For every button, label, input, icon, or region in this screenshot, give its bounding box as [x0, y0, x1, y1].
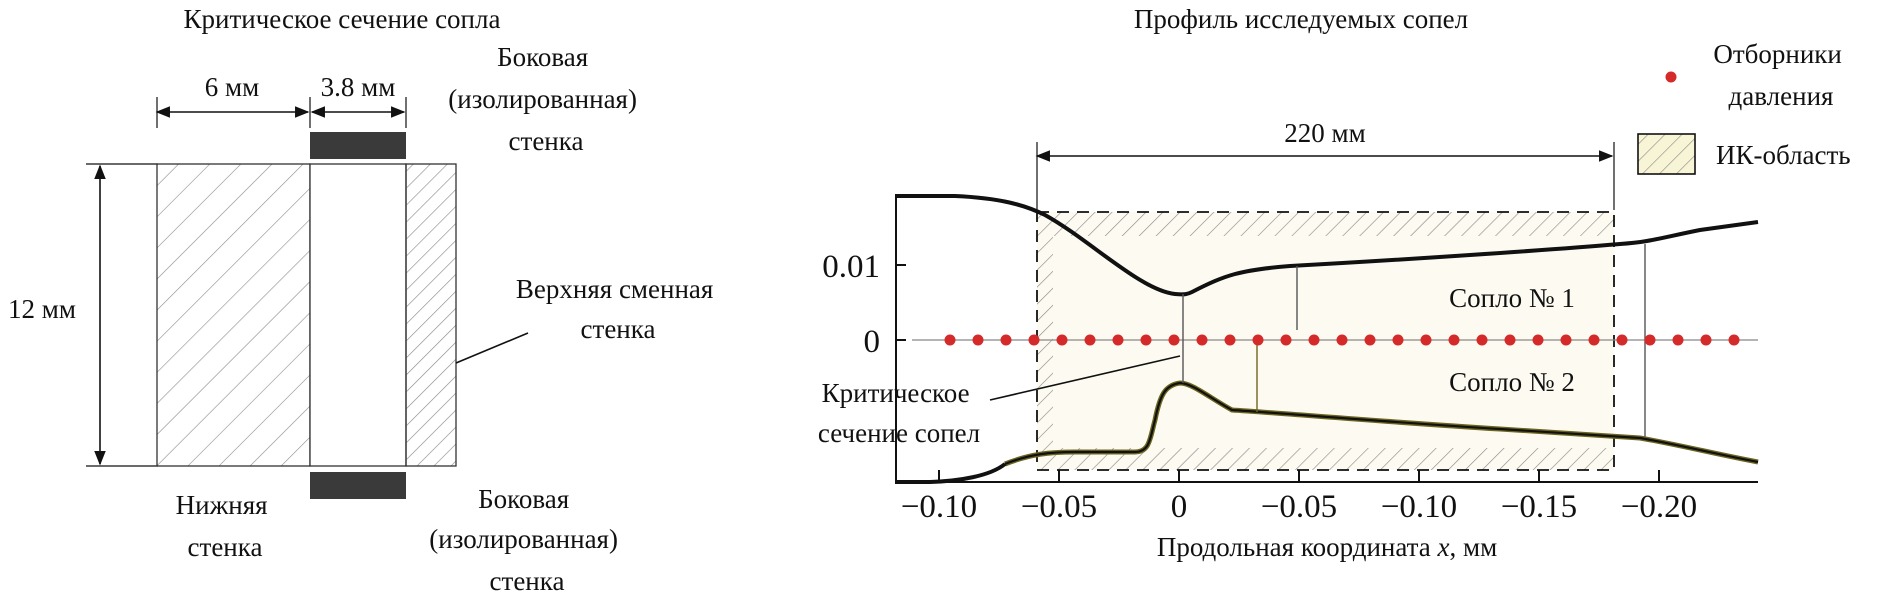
legend-tap-marker — [1665, 71, 1677, 83]
upper-wall-leader — [455, 332, 529, 364]
cross-section-panel: Критическое сечение сопла 6 мм 3.8 мм 12… — [8, 4, 720, 596]
x-tick-label: −0.10 — [901, 489, 977, 525]
upper-wall-label: Верхняя сменная стенка — [516, 274, 720, 344]
dim-220mm-label: 220 мм — [1284, 118, 1365, 148]
legend-tap-label: Отборники давления — [1713, 39, 1848, 111]
pressure-tap-dot — [1252, 334, 1264, 346]
nozzle1-label: Сопло № 1 — [1449, 283, 1575, 313]
legend-ir-label: ИК-область — [1716, 140, 1851, 170]
x-tick-label: −0.15 — [1501, 489, 1577, 525]
x-tick-label: −0.10 — [1381, 489, 1457, 525]
cross-section-title: Критическое сечение сопла — [184, 4, 501, 34]
channel — [309, 163, 407, 467]
nozzle2-lower-wall-dark — [1004, 381, 1759, 466]
y-tick-label: 0 — [864, 324, 881, 360]
ir-region-box — [1037, 212, 1614, 470]
dim-12mm-label: 12 мм — [8, 294, 76, 324]
pressure-tap-dot — [1336, 334, 1348, 346]
throat-leader — [989, 355, 1181, 401]
pressure-tap-dot — [1140, 334, 1152, 346]
side-wall-bottom-label: Боковая (изолированная) стенка — [429, 484, 624, 596]
pressure-tap-dot — [944, 334, 956, 346]
x-tick-label: −0.20 — [1621, 489, 1697, 525]
lower-wall-block — [156, 163, 311, 467]
pressure-tap-dot — [1364, 334, 1376, 346]
side-wall-top-block — [310, 132, 406, 159]
side-wall-bottom-block — [310, 472, 406, 499]
pressure-tap-dot — [1028, 334, 1040, 346]
pressure-tap-dot — [1672, 334, 1684, 346]
dim-38mm-label: 3.8 мм — [321, 72, 396, 102]
pressure-tap-dot — [1112, 334, 1124, 346]
pressure-tap-dot — [1084, 334, 1096, 346]
x-tick-label: −0.05 — [1261, 489, 1337, 525]
x-ticks: −0.10 −0.05 0 −0.05 −0.10 −0.15 −0.20 — [901, 470, 1697, 525]
y-tick-label: 0.01 — [822, 249, 880, 285]
pressure-tap-dot — [1420, 334, 1432, 346]
pressure-tap-dot — [1000, 334, 1012, 346]
pressure-tap-dot — [1168, 334, 1180, 346]
pressure-tap-dot — [1700, 334, 1712, 346]
dim-6mm-label: 6 мм — [205, 72, 259, 102]
nozzle-profile-title: Профиль исследуемых сопел — [1134, 4, 1468, 34]
pressure-tap-dot — [1560, 334, 1572, 346]
x-tick-label: 0 — [1171, 489, 1188, 525]
pressure-tap-dot — [1056, 334, 1068, 346]
nozzle2-label: Сопло № 2 — [1449, 367, 1575, 397]
pressure-tap-dot — [1588, 334, 1600, 346]
x-axis-label: Продольная координата x, мм — [1157, 532, 1497, 562]
ir-hatch-bottom — [1037, 448, 1614, 470]
pressure-tap-dot — [1504, 334, 1516, 346]
x-tick-label: −0.05 — [1021, 489, 1097, 525]
pressure-tap-dot — [1616, 334, 1628, 346]
pressure-taps — [944, 334, 1740, 346]
pressure-tap-dot — [1224, 334, 1236, 346]
nozzle-bottom-wall — [896, 462, 1007, 484]
pressure-tap-dot — [1280, 334, 1292, 346]
pressure-tap-dot — [1532, 334, 1544, 346]
pressure-tap-dot — [972, 334, 984, 346]
side-wall-top-label: Боковая (изолированная) стенка — [448, 42, 643, 156]
nozzle-profile-panel: Профиль исследуемых сопел 220 мм 0.01 0 … — [818, 4, 1851, 562]
throat-label: Критическое сечение сопел — [818, 378, 980, 448]
lower-wall-label: Нижняя стенка — [176, 490, 275, 562]
pressure-tap-dot — [1308, 334, 1320, 346]
pressure-tap-dot — [1392, 334, 1404, 346]
legend-ir-swatch-hatch — [1637, 133, 1696, 175]
upper-wall-block — [405, 163, 457, 467]
pressure-tap-dot — [1728, 334, 1740, 346]
nozzle1-upper-wall — [896, 194, 1759, 297]
legend: Отборники давления ИК-область — [1637, 39, 1851, 175]
ir-hatch-top — [1037, 212, 1614, 236]
pressure-tap-dot — [1448, 334, 1460, 346]
pressure-tap-dot — [1644, 334, 1656, 346]
ir-hatch-left — [1037, 236, 1053, 448]
pressure-tap-dot — [1196, 334, 1208, 346]
pressure-tap-dot — [1476, 334, 1488, 346]
